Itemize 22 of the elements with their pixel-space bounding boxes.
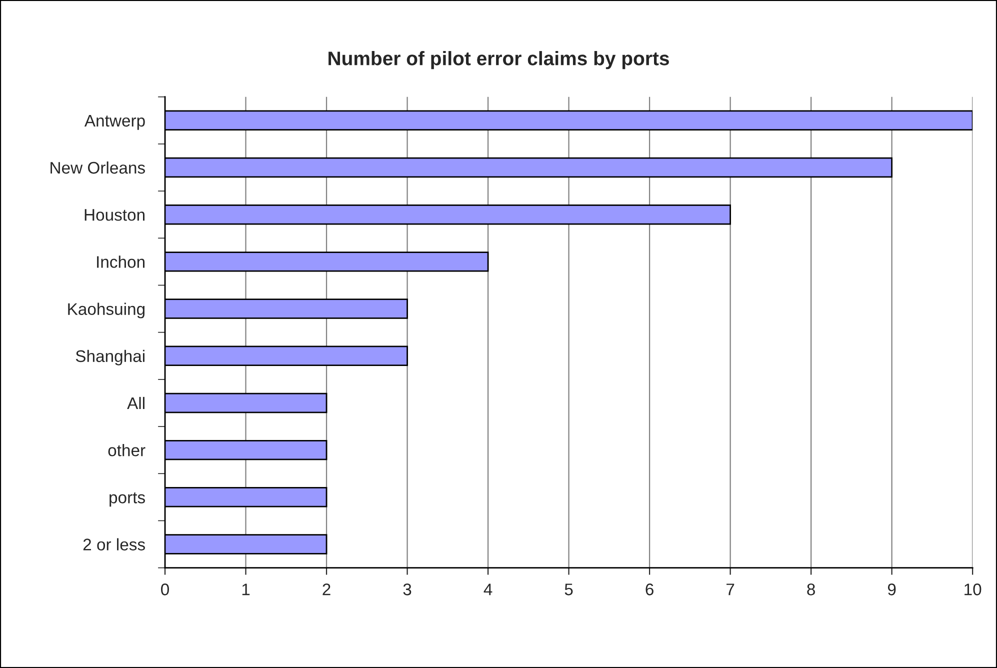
y-tick-label: Shanghai bbox=[76, 350, 144, 366]
y-tick-label: Houston bbox=[84, 209, 144, 221]
x-tick-label: 6 bbox=[646, 584, 654, 596]
y-tick-label: Inchon bbox=[97, 256, 144, 268]
chart-title: Number of pilot error claims by ports bbox=[328, 51, 669, 70]
y-tick-label: Antwerp bbox=[84, 114, 145, 130]
x-tick-label: 1 bbox=[242, 584, 250, 596]
x-tick-label: 9 bbox=[888, 584, 896, 596]
y-tick-label: All bbox=[127, 396, 144, 410]
x-tick-label: 3 bbox=[403, 584, 412, 596]
y-tick-label: New Orleans bbox=[50, 161, 145, 174]
y-tick-label: 2 or less bbox=[83, 538, 145, 550]
x-tick-label: 8 bbox=[807, 584, 815, 596]
x-tick-label: 4 bbox=[484, 584, 492, 596]
x-tick-label: 10 bbox=[964, 584, 982, 596]
x-tick-label: 2 bbox=[322, 584, 330, 596]
y-tick-label: other bbox=[108, 444, 146, 456]
x-tick-label: 0 bbox=[161, 584, 169, 596]
x-tick-label: 7 bbox=[726, 584, 734, 596]
x-tick-label: 5 bbox=[564, 584, 573, 596]
y-tick-label: ports bbox=[110, 492, 145, 507]
y-tick-label: Kaohsuing bbox=[68, 302, 144, 318]
